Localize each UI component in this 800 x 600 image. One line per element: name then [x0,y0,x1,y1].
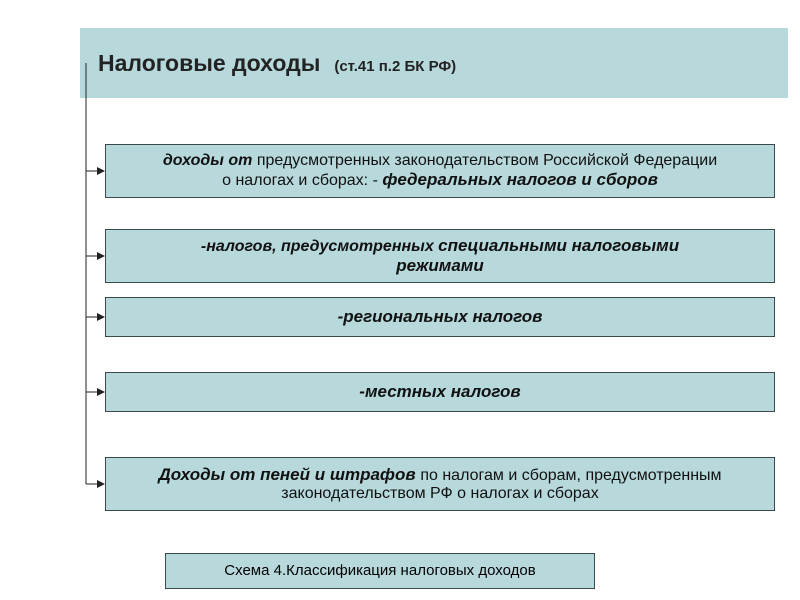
header-title: Налоговые доходы [98,50,320,77]
item-line: законодательством РФ о налогах и сборах [281,485,598,503]
item-line: -налогов, предусмотренных специальными н… [201,236,679,256]
item-line: режимами [396,256,484,276]
item-box-3: -местных налогов [105,372,775,412]
header-box: Налоговые доходы (ст.41 п.2 БК РФ) [80,28,788,98]
caption-box: Схема 4.Классификация налоговых доходов [165,553,595,589]
text-segment: федеральных налогов и сборов [382,170,658,189]
text-segment: о налогах и сборах: - [222,172,382,189]
text-segment: -региональных налогов [338,307,543,326]
text-segment: режимами [396,256,484,275]
item-line: доходы от предусмотренных законодательст… [163,152,717,170]
item-box-0: доходы от предусмотренных законодательст… [105,144,775,198]
header-subtitle: (ст.41 п.2 БК РФ) [334,58,456,75]
text-segment: -местных налогов [359,382,520,401]
text-segment: по налогам и сборам, предусмотренным [420,467,721,484]
item-line: о налогах и сборах: - федеральных налого… [222,170,658,190]
caption-text: Схема 4.Классификация налоговых доходов [224,562,535,579]
item-box-4: Доходы от пеней и штрафов по налогам и с… [105,457,775,511]
text-segment: законодательством РФ о налогах и сборах [281,485,598,502]
text-segment: предусмотренных законодательством Россий… [257,152,717,169]
item-line: -региональных налогов [338,307,543,327]
text-segment: Доходы от пеней и штрафов [158,465,420,484]
item-box-1: -налогов, предусмотренных специальными н… [105,229,775,283]
item-line: Доходы от пеней и штрафов по налогам и с… [158,465,721,485]
item-line: -местных налогов [359,382,520,402]
text-segment: доходы от [163,152,257,169]
item-box-2: -региональных налогов [105,297,775,337]
text-segment: специальными налоговыми [438,236,679,255]
text-segment: -налогов, предусмотренных [201,238,438,255]
